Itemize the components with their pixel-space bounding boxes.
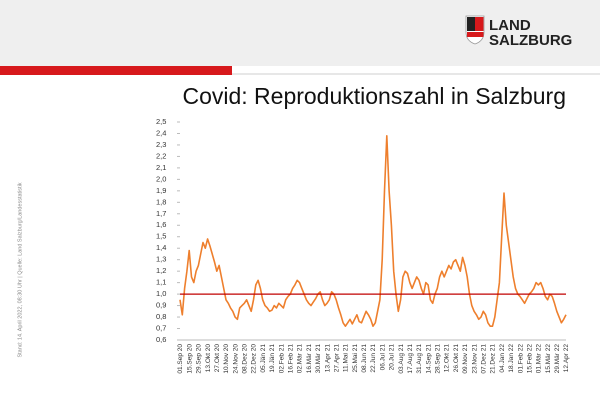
x-tick-label: 04.Jan 22 xyxy=(499,344,506,373)
x-tick-label: 09.Nov 21 xyxy=(462,344,469,374)
x-tick-label: 28.Sep 21 xyxy=(435,344,442,374)
x-tick-label: 08.Dez 20 xyxy=(242,344,249,374)
x-tick-label: 19.Jän 21 xyxy=(269,344,276,373)
accent-bar xyxy=(0,66,232,75)
x-tick-label: 25.Mai 21 xyxy=(352,344,359,373)
x-tick-label: 15.Feb 22 xyxy=(526,344,533,374)
x-tick-label: 14.Sep 21 xyxy=(425,344,432,374)
x-tick-label: 27.Apr 21 xyxy=(333,344,340,373)
y-tick-label: 0,9 xyxy=(156,301,166,310)
x-tick-label: 16.Feb 21 xyxy=(288,344,295,374)
x-tick-label: 30.Mär 21 xyxy=(315,344,322,374)
y-tick-label: 2,3 xyxy=(156,140,166,149)
x-tick-label: 03.Aug 21 xyxy=(398,344,405,374)
y-tick-label: 2,1 xyxy=(156,163,166,172)
x-tick-label: 27.Okt 20 xyxy=(214,344,221,373)
logo-shield-band xyxy=(467,32,484,37)
x-tick-label: 15.Sep 20 xyxy=(186,344,193,374)
x-tick-label: 15.Mär 22 xyxy=(545,344,552,374)
x-tick-label: 11.Mai 21 xyxy=(343,344,350,372)
source-note: Stand: 14. April 2022, 08:30 Uhr | Quell… xyxy=(17,182,23,357)
x-tick-label: 20.Jul 21 xyxy=(389,344,396,371)
x-tick-label: 13.Okt 20 xyxy=(205,344,212,373)
x-tick-label: 13.Apr 21 xyxy=(324,344,331,373)
x-tick-label: 08.Jun 21 xyxy=(361,344,368,373)
x-tick-label: 06.Jul 21 xyxy=(379,344,386,371)
chart-title: Covid: Reproduktionszahl in Salzburg xyxy=(182,83,566,109)
logo: LAND SALZBURG xyxy=(465,15,572,49)
x-tick-label: 10.Nov 20 xyxy=(223,344,230,374)
x-tick-label: 22.Jun 21 xyxy=(370,344,377,373)
x-tick-label: 31.Aug 21 xyxy=(416,344,423,374)
y-tick-label: 1,8 xyxy=(156,197,166,206)
y-tick-label: 1,1 xyxy=(156,278,166,287)
x-tick-label: 21.Dez 21 xyxy=(490,344,497,374)
x-tick-label: 12.Okt 21 xyxy=(444,344,451,373)
x-tick-label: 26.Okt 21 xyxy=(453,344,460,373)
x-tick-label: 02.Mär 21 xyxy=(297,344,304,374)
x-tick-label: 01.Mär 22 xyxy=(536,344,543,374)
logo-shield-red xyxy=(475,17,484,31)
y-tick-label: 2,5 xyxy=(156,117,166,126)
y-tick-label: 2,0 xyxy=(156,174,166,183)
logo-shield-dark xyxy=(467,17,475,31)
y-tick-label: 1,0 xyxy=(156,289,166,298)
y-tick-label: 0,8 xyxy=(156,312,166,321)
x-tick-label: 24.Nov 20 xyxy=(232,344,239,374)
y-tick-label: 2,4 xyxy=(156,128,166,137)
logo-line1: LAND xyxy=(489,17,531,34)
x-tick-label: 05.Jän 21 xyxy=(260,344,267,373)
x-tick-label: 02.Feb 21 xyxy=(278,344,285,374)
y-tick-label: 1,4 xyxy=(156,243,166,252)
y-tick-label: 0,7 xyxy=(156,324,166,333)
y-tick-label: 1,7 xyxy=(156,209,166,218)
x-tick-label: 29.Sep 20 xyxy=(196,344,203,374)
header-band xyxy=(0,0,600,66)
x-tick-label: 16.Mär 21 xyxy=(306,344,313,374)
x-tick-label: 12.Apr 22 xyxy=(563,344,570,373)
x-tick-label: 01.Feb 22 xyxy=(517,344,524,374)
y-tick-label: 1,5 xyxy=(156,232,166,241)
y-tick-label: 1,9 xyxy=(156,186,166,195)
x-tick-label: 23.Nov 21 xyxy=(471,344,478,374)
r-line xyxy=(179,135,567,327)
x-tick-label: 29.Mär 22 xyxy=(554,344,561,374)
x-tick-label: 07.Dez 21 xyxy=(481,344,488,374)
y-tick-label: 1,6 xyxy=(156,220,166,229)
y-tick-label: 0,6 xyxy=(156,335,166,344)
y-tick-label: 1,3 xyxy=(156,255,166,264)
y-tick-label: 2,2 xyxy=(156,151,166,160)
x-tick-label: 01.Sep 20 xyxy=(177,344,184,374)
x-tick-label: 22.Dez 20 xyxy=(251,344,258,374)
y-tick-label: 1,2 xyxy=(156,266,166,275)
x-tick-label: 17.Aug 21 xyxy=(407,344,414,374)
logo-line2: SALZBURG xyxy=(489,32,572,49)
x-tick-label: 18.Jan 22 xyxy=(508,344,515,373)
